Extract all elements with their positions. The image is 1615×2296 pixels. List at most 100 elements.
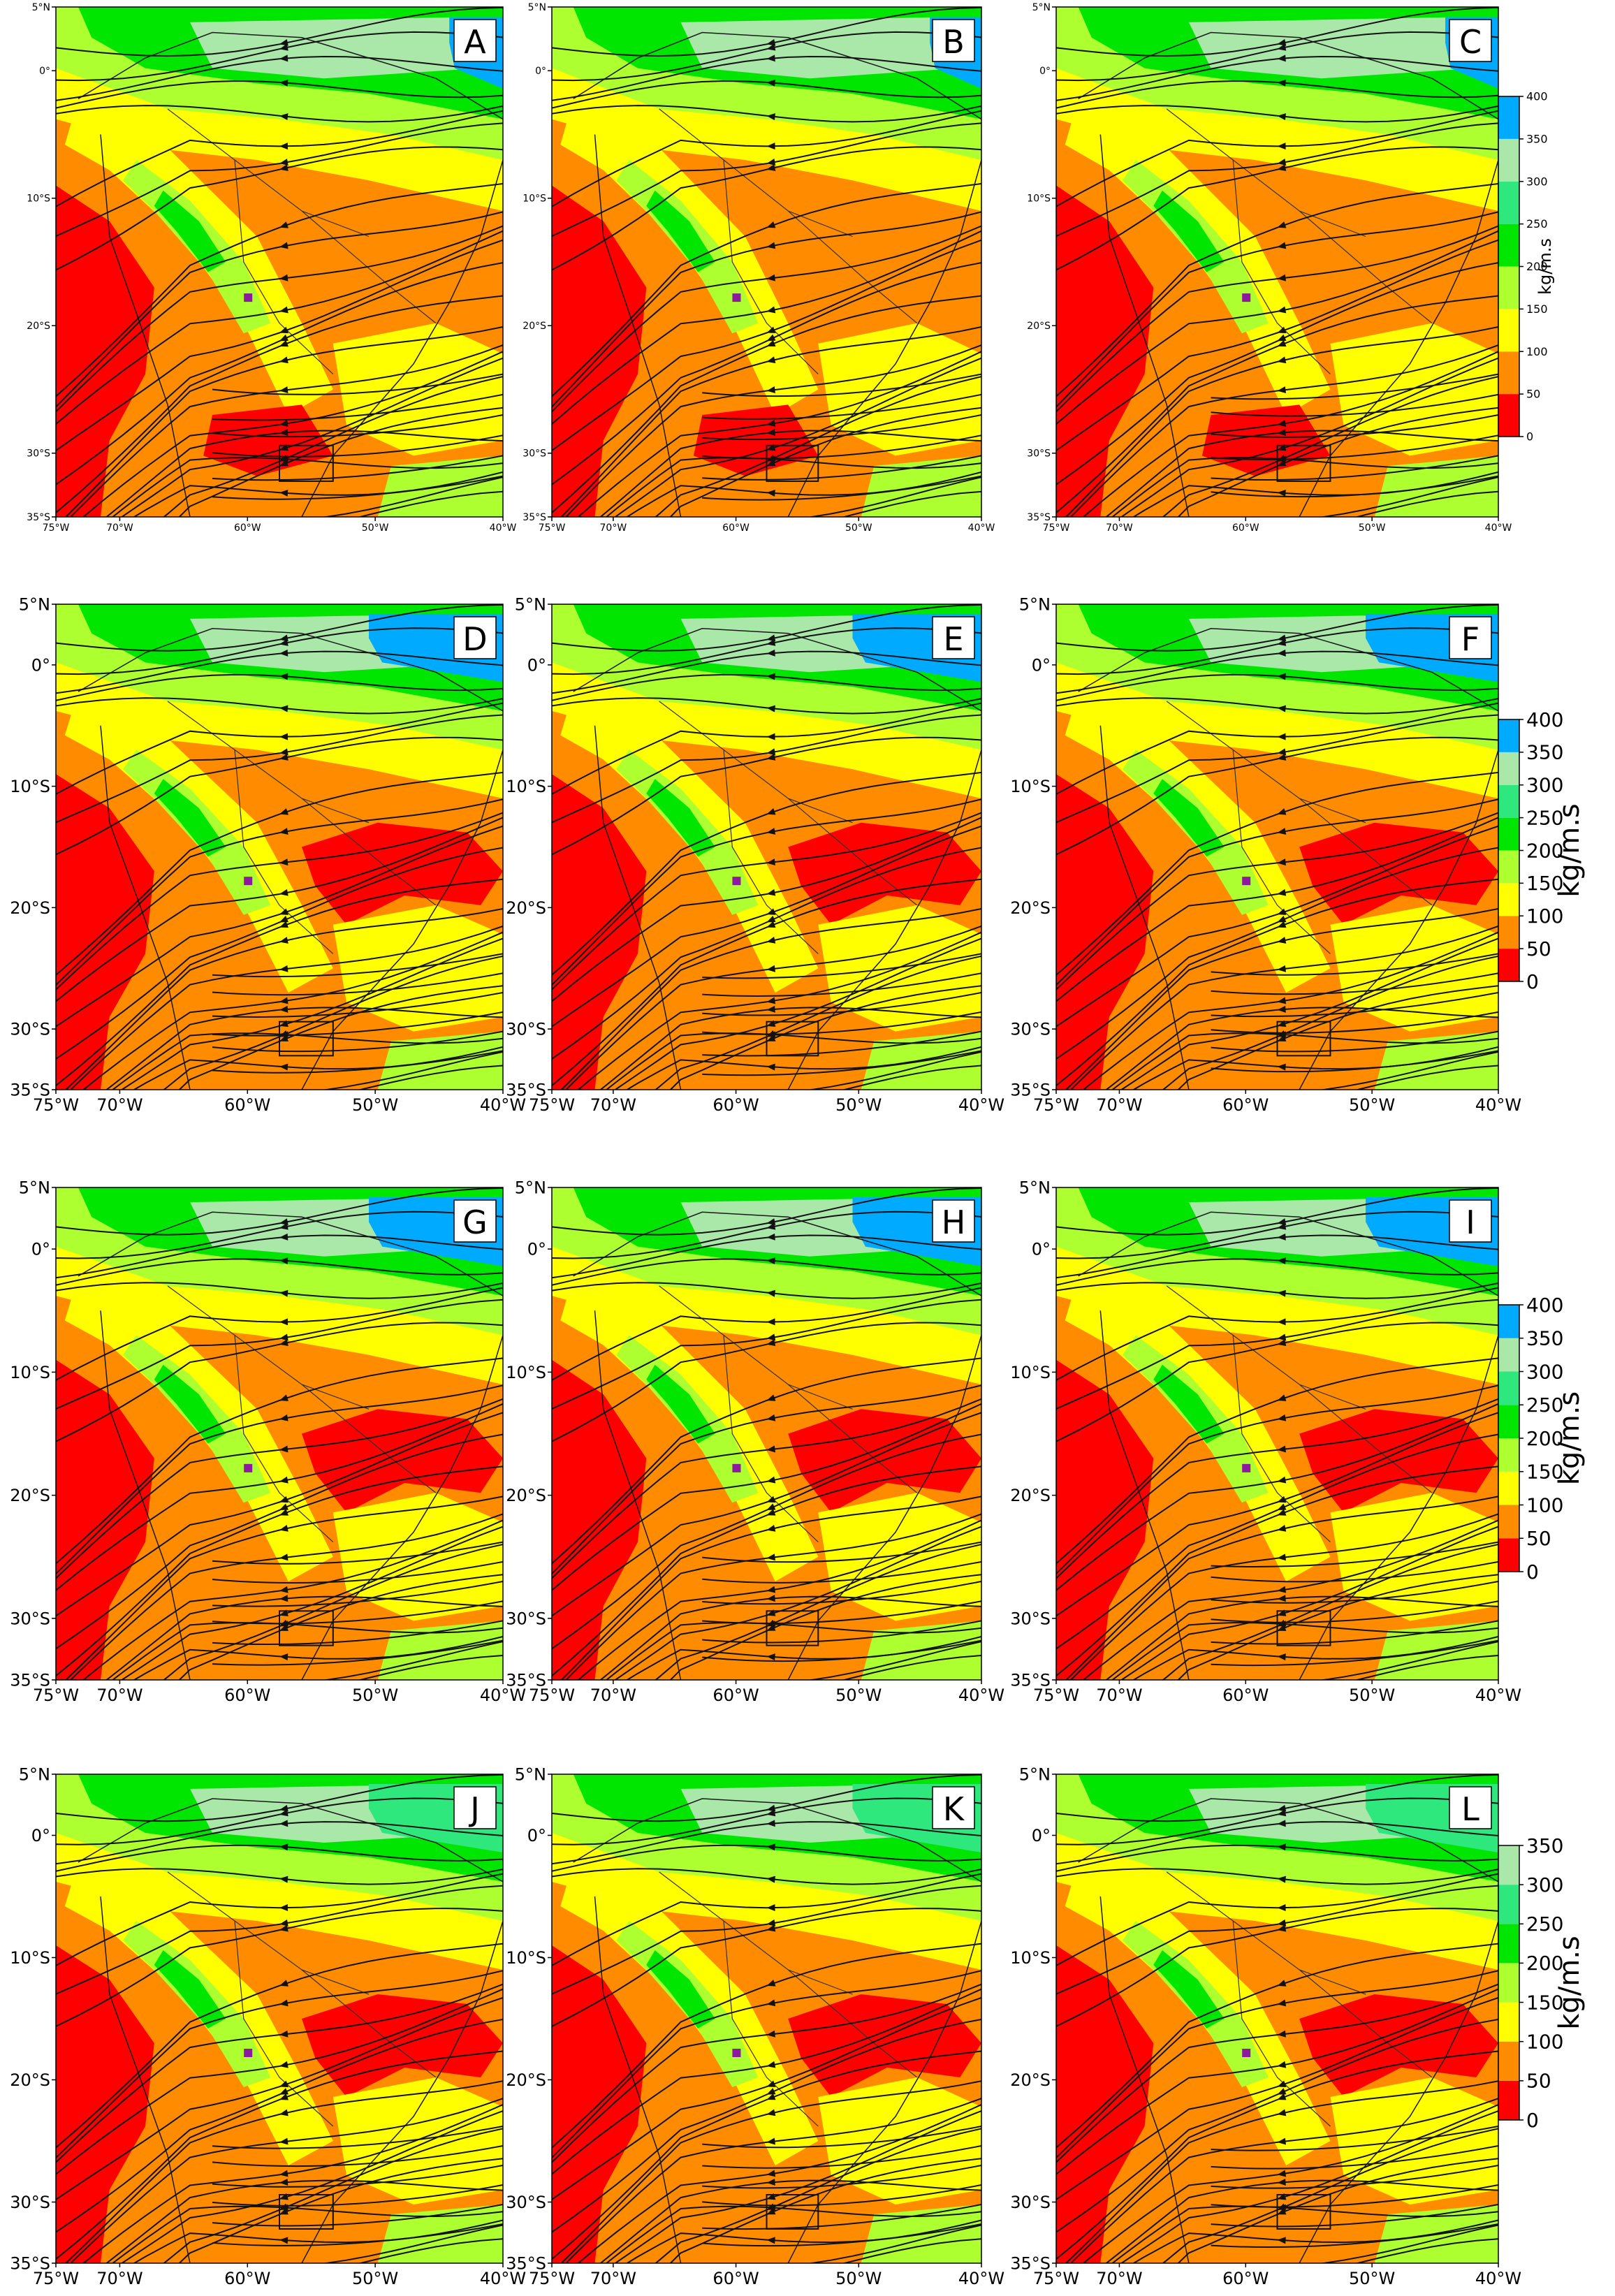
streamline bbox=[56, 650, 503, 694]
moisture-flux-fill bbox=[1153, 1950, 1225, 2028]
lat-tick-label: 30°S bbox=[10, 2193, 50, 2212]
moisture-flux-fill bbox=[154, 1950, 226, 2028]
streamline-arrow bbox=[766, 1919, 776, 1926]
streamline bbox=[552, 1412, 981, 1617]
streamline-arrow bbox=[766, 634, 776, 642]
streamline bbox=[1056, 1403, 1498, 1591]
streamline-arrow bbox=[1277, 420, 1287, 427]
streamline bbox=[552, 1287, 981, 1381]
lon-tick-label: 75°W bbox=[1043, 522, 1070, 534]
map-field bbox=[1056, 604, 1498, 1090]
streamline-arrow bbox=[1276, 1694, 1286, 1702]
streamline bbox=[552, 878, 981, 1086]
streamline bbox=[56, 1970, 503, 2158]
lon-tick-label: 50°W bbox=[1349, 2269, 1395, 2288]
colorbar-tick-label: 200 bbox=[1526, 839, 1563, 862]
panel-frame bbox=[55, 1187, 504, 1681]
lon-tick-label: 70°W bbox=[600, 522, 627, 534]
streamline bbox=[1211, 455, 1498, 481]
moisture-flux-fill bbox=[1299, 1409, 1498, 1513]
streamline bbox=[1056, 1465, 1498, 1676]
streamline bbox=[552, 211, 981, 408]
streamline-arrow bbox=[766, 1218, 776, 1225]
station-marker bbox=[244, 293, 253, 302]
colorbar-row-4: 0 50 100 150 200 250 300 350 kg/m.s bbox=[1498, 1834, 1586, 2132]
lat-tick-label: 5°N bbox=[19, 1764, 50, 1784]
streamline-arrow bbox=[766, 1414, 776, 1421]
streamline-arrow bbox=[279, 916, 288, 923]
streamline-arrow bbox=[766, 1680, 775, 1688]
streamline-arrow bbox=[279, 1005, 288, 1013]
panel-label-box bbox=[453, 1199, 497, 1243]
streamline bbox=[212, 953, 503, 978]
country-borders bbox=[167, 1871, 437, 2127]
streamline-arrow bbox=[279, 1980, 288, 1987]
streamline bbox=[1056, 1234, 1498, 1279]
streamline-arrow bbox=[1277, 1680, 1286, 1688]
streamline-arrow bbox=[766, 1820, 775, 1827]
streamline bbox=[1056, 1908, 1498, 2027]
lon-tick-label: 75°W bbox=[539, 522, 566, 534]
streamline bbox=[82, 931, 503, 1090]
streamline-arrow bbox=[766, 420, 776, 427]
streamline-arrow bbox=[1277, 142, 1286, 150]
streamline-arrow bbox=[766, 2179, 775, 2186]
streamline bbox=[56, 1384, 503, 1574]
streamline bbox=[1056, 1797, 1498, 1845]
streamline-arrow bbox=[279, 1653, 288, 1661]
streamline bbox=[56, 1403, 503, 1591]
streamline bbox=[133, 1636, 503, 1680]
streamline bbox=[56, 55, 503, 101]
streamline-arrow bbox=[279, 1820, 288, 1827]
streamline bbox=[841, 1655, 981, 1680]
lat-tick-label: 0° bbox=[39, 66, 50, 77]
streamline-arrow bbox=[1277, 1525, 1287, 1532]
streamline bbox=[56, 1774, 503, 1822]
colorbar-segment bbox=[1498, 1438, 1519, 1472]
map-panel-c: C 5°N 0° 10°S 20°S 30°S 35°S75°W 70°W 60°W 50°W 40… bbox=[1027, 2, 1512, 534]
study-area-box bbox=[766, 1610, 819, 1646]
colorbar-units-label: kg/m.s bbox=[1554, 1936, 1586, 2030]
streamline bbox=[56, 697, 503, 715]
streamline bbox=[56, 1943, 503, 2149]
streamline-arrow bbox=[279, 532, 288, 540]
lon-tick-label: 75°W bbox=[1033, 1686, 1079, 1705]
streamline-arrow bbox=[766, 306, 776, 314]
streamline-arrow bbox=[1277, 1333, 1287, 1341]
streamline bbox=[56, 1885, 503, 1995]
streamline-arrow bbox=[1277, 1496, 1287, 1503]
streamline bbox=[702, 2126, 981, 2149]
streamline bbox=[1211, 373, 1498, 400]
streamline-arrow bbox=[766, 1621, 775, 1628]
lon-tick-label: 70°W bbox=[590, 2269, 636, 2288]
streamline-arrow bbox=[1277, 2088, 1287, 2095]
lat-tick-label: 5°N bbox=[528, 2, 546, 13]
panel-frame bbox=[551, 6, 982, 518]
streamline bbox=[56, 7, 503, 57]
lat-tick-label: 0° bbox=[1032, 1240, 1051, 1259]
panel-label: L bbox=[1461, 1790, 1479, 1828]
lon-tick-label: 75°W bbox=[33, 2269, 79, 2288]
streamline-arrow bbox=[279, 965, 288, 972]
streamline-arrow bbox=[279, 274, 288, 281]
streamline-arrow bbox=[766, 1843, 775, 1851]
lat-tick-label: 0° bbox=[527, 1826, 546, 1845]
streamline-arrow bbox=[766, 1005, 775, 1013]
streamline-arrow bbox=[766, 937, 776, 944]
colorbar-tick-label: 250 bbox=[1526, 1913, 1563, 1936]
panel-label-box bbox=[1449, 19, 1492, 62]
moisture-flux-fill bbox=[646, 779, 715, 857]
streamline bbox=[1056, 1821, 1498, 1865]
panel-label-box bbox=[932, 19, 975, 62]
streamline bbox=[552, 1357, 981, 1565]
streamline bbox=[1354, 1655, 1498, 1680]
streamline bbox=[56, 183, 503, 397]
streamline bbox=[56, 1997, 503, 2200]
streamline-arrow bbox=[766, 1524, 776, 1532]
streamline-arrow bbox=[1277, 748, 1287, 756]
streamline-arrow bbox=[1277, 2237, 1286, 2244]
lat-tick-label: 30°S bbox=[27, 448, 50, 460]
lon-tick-label: 60°W bbox=[1222, 1095, 1269, 1115]
colorbar-segment bbox=[1498, 1305, 1519, 1338]
